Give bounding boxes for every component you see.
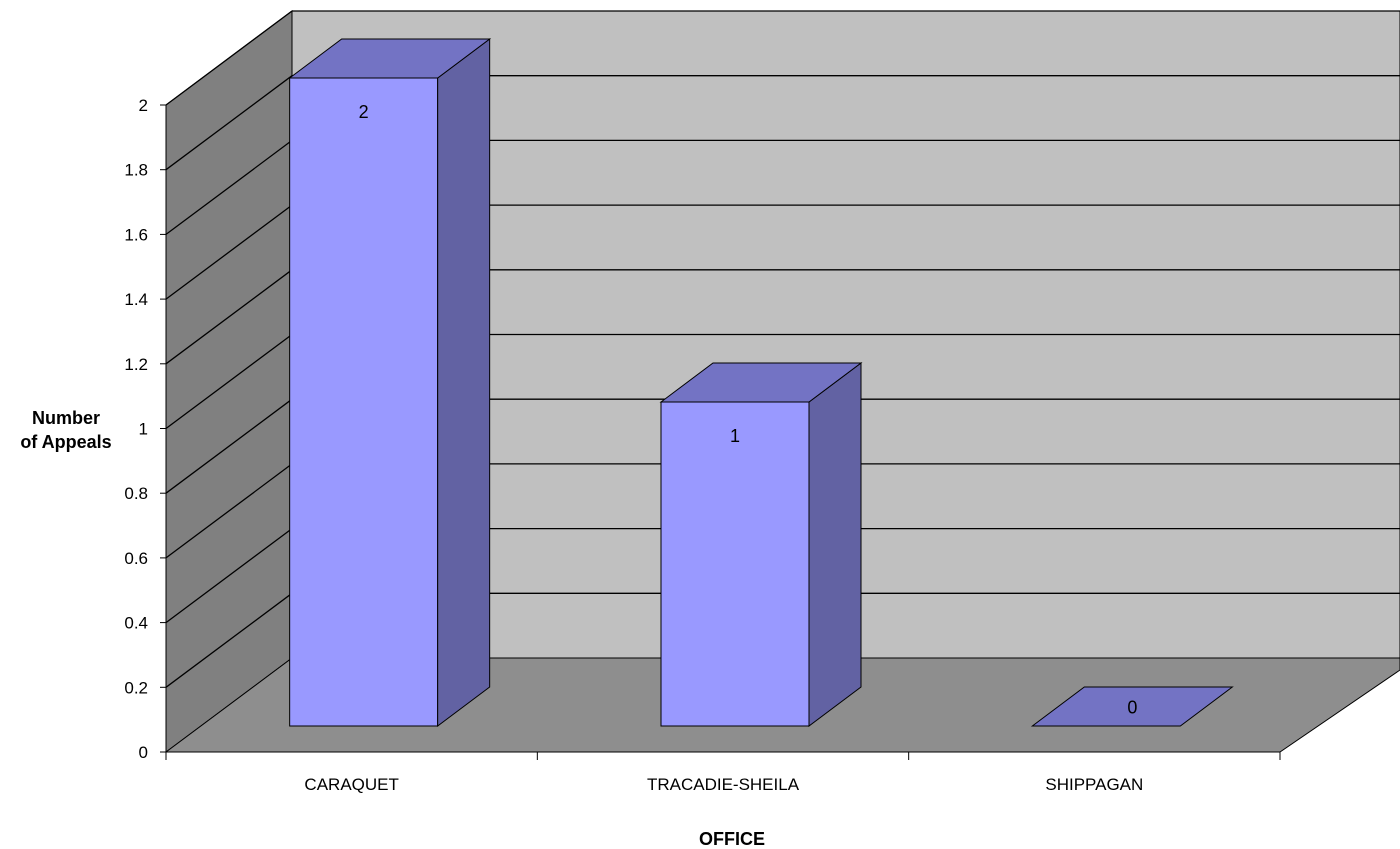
y-tick-label: 1.6 — [124, 225, 148, 244]
y-axis-label-line-2: of Appeals — [20, 432, 111, 452]
y-tick-label: 0.2 — [124, 678, 148, 697]
gridline-side — [165, 592, 293, 688]
y-tick-label: 0.4 — [124, 614, 148, 633]
y-tick-label: 0.6 — [124, 549, 148, 568]
bar-front — [289, 77, 439, 727]
y-tick-label: 1.2 — [124, 355, 148, 374]
gridline-side — [165, 75, 293, 171]
y-axis-label-line-1: Number — [32, 408, 100, 428]
gridline-side — [165, 333, 293, 430]
gridline-side — [165, 398, 293, 494]
gridline-side — [165, 139, 293, 235]
bars: 2 1 0 — [288, 38, 1234, 727]
bar-top — [288, 38, 492, 79]
y-tick-label: 1 — [139, 420, 148, 439]
bar-top — [1030, 686, 1234, 727]
bar: 1 — [659, 362, 863, 727]
x-tick-label: CARAQUET — [304, 775, 398, 794]
x-tick-label: TRACADIE-SHEILA — [647, 775, 800, 794]
x-tick-label: SHIPPAGAN — [1045, 775, 1143, 794]
y-tick-label: 0.8 — [124, 484, 148, 503]
bar: 2 — [288, 38, 492, 727]
bar-side — [808, 362, 862, 727]
gridline-side — [165, 204, 293, 300]
x-axis-label: OFFICE — [699, 829, 765, 849]
gridline-side — [165, 10, 293, 106]
data-label: 1 — [730, 426, 740, 446]
y-tick-label: 1.4 — [124, 290, 148, 309]
bar-top — [659, 362, 863, 403]
gridline-side — [165, 269, 293, 365]
y-tick-label: 2 — [139, 96, 148, 115]
gridline-side — [165, 463, 293, 559]
axes: 0 0.2 0.4 0.6 0.8 1 1.2 1.4 1.6 1.8 2 CARAQUET TRACA… — [124, 96, 1281, 794]
y-tick-label: 0 — [139, 743, 148, 762]
gridline-side — [165, 528, 293, 624]
data-label: 2 — [359, 102, 369, 122]
y-tick-label: 1.8 — [124, 161, 148, 180]
bar-front — [660, 401, 810, 727]
bar-side — [437, 38, 491, 727]
data-label: 0 — [1127, 698, 1137, 718]
bar: 0 — [1030, 686, 1234, 727]
